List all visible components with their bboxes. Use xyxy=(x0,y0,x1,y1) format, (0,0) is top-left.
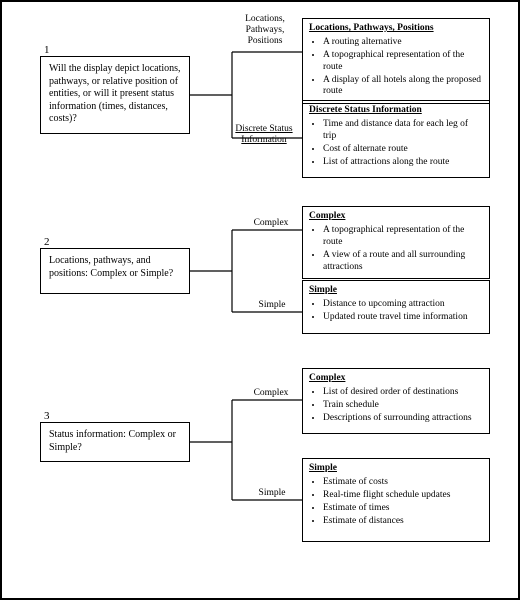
result-box: Complex A topographical representation o… xyxy=(302,206,490,279)
result-title: Complex xyxy=(309,373,483,385)
list-item: Real-time flight schedule updates xyxy=(323,490,483,502)
question-box: Locations, pathways, and positions: Comp… xyxy=(40,248,190,294)
result-list: Distance to upcoming attraction Updated … xyxy=(309,299,483,324)
result-list: Estimate of costs Real-time flight sched… xyxy=(309,477,483,528)
question-box: Will the display depict locations, pathw… xyxy=(40,56,190,134)
result-box: Simple Distance to upcoming attraction U… xyxy=(302,280,490,334)
branch-label-top: Complex xyxy=(246,218,296,229)
section-number: 3 xyxy=(44,410,50,422)
list-item: Estimate of times xyxy=(323,503,483,515)
result-list: A routing alternative A topographical re… xyxy=(309,37,483,98)
section-number: 1 xyxy=(44,44,50,56)
result-box: Simple Estimate of costs Real-time fligh… xyxy=(302,458,490,542)
result-box: Discrete Status Information Time and dis… xyxy=(302,100,490,178)
branch-label-bottom: Discrete Status Information xyxy=(228,124,300,146)
list-item: A routing alternative xyxy=(323,37,483,49)
list-item: Descriptions of surrounding attractions xyxy=(323,413,483,425)
result-list: Time and distance data for each leg of t… xyxy=(309,119,483,169)
list-item: Cost of alternate route xyxy=(323,144,483,156)
list-item: List of desired order of destinations xyxy=(323,387,483,399)
branch-label-bottom: Simple xyxy=(250,488,294,499)
list-item: Estimate of costs xyxy=(323,477,483,489)
list-item: Time and distance data for each leg of t… xyxy=(323,119,483,143)
list-item: A topographical representation of the ro… xyxy=(323,50,483,74)
result-box: Complex List of desired order of destina… xyxy=(302,368,490,434)
diagram-page: 1 Will the display depict locations, pat… xyxy=(0,0,520,600)
list-item: A display of all hotels along the propos… xyxy=(323,75,483,99)
result-list: A topographical representation of the ro… xyxy=(309,225,483,274)
result-title: Simple xyxy=(309,285,483,297)
list-item: List of attractions along the route xyxy=(323,157,483,169)
list-item: Distance to upcoming attraction xyxy=(323,299,483,311)
list-item: Estimate of distances xyxy=(323,516,483,528)
result-title: Locations, Pathways, Positions xyxy=(309,23,483,35)
list-item: Updated route travel time information xyxy=(323,312,483,324)
result-list: List of desired order of destinations Tr… xyxy=(309,387,483,425)
branch-label-header: Locations, Pathways, Positions xyxy=(234,14,296,47)
list-item: A view of a route and all surrounding at… xyxy=(323,250,483,274)
question-box: Status information: Complex or Simple? xyxy=(40,422,190,462)
section-number: 2 xyxy=(44,236,50,248)
result-title: Discrete Status Information xyxy=(309,105,483,117)
result-box: Locations, Pathways, Positions A routing… xyxy=(302,18,490,104)
branch-label-bottom: Simple xyxy=(250,300,294,311)
result-title: Simple xyxy=(309,463,483,475)
list-item: Train schedule xyxy=(323,400,483,412)
list-item: A topographical representation of the ro… xyxy=(323,225,483,249)
result-title: Complex xyxy=(309,211,483,223)
branch-label-top: Complex xyxy=(246,388,296,399)
